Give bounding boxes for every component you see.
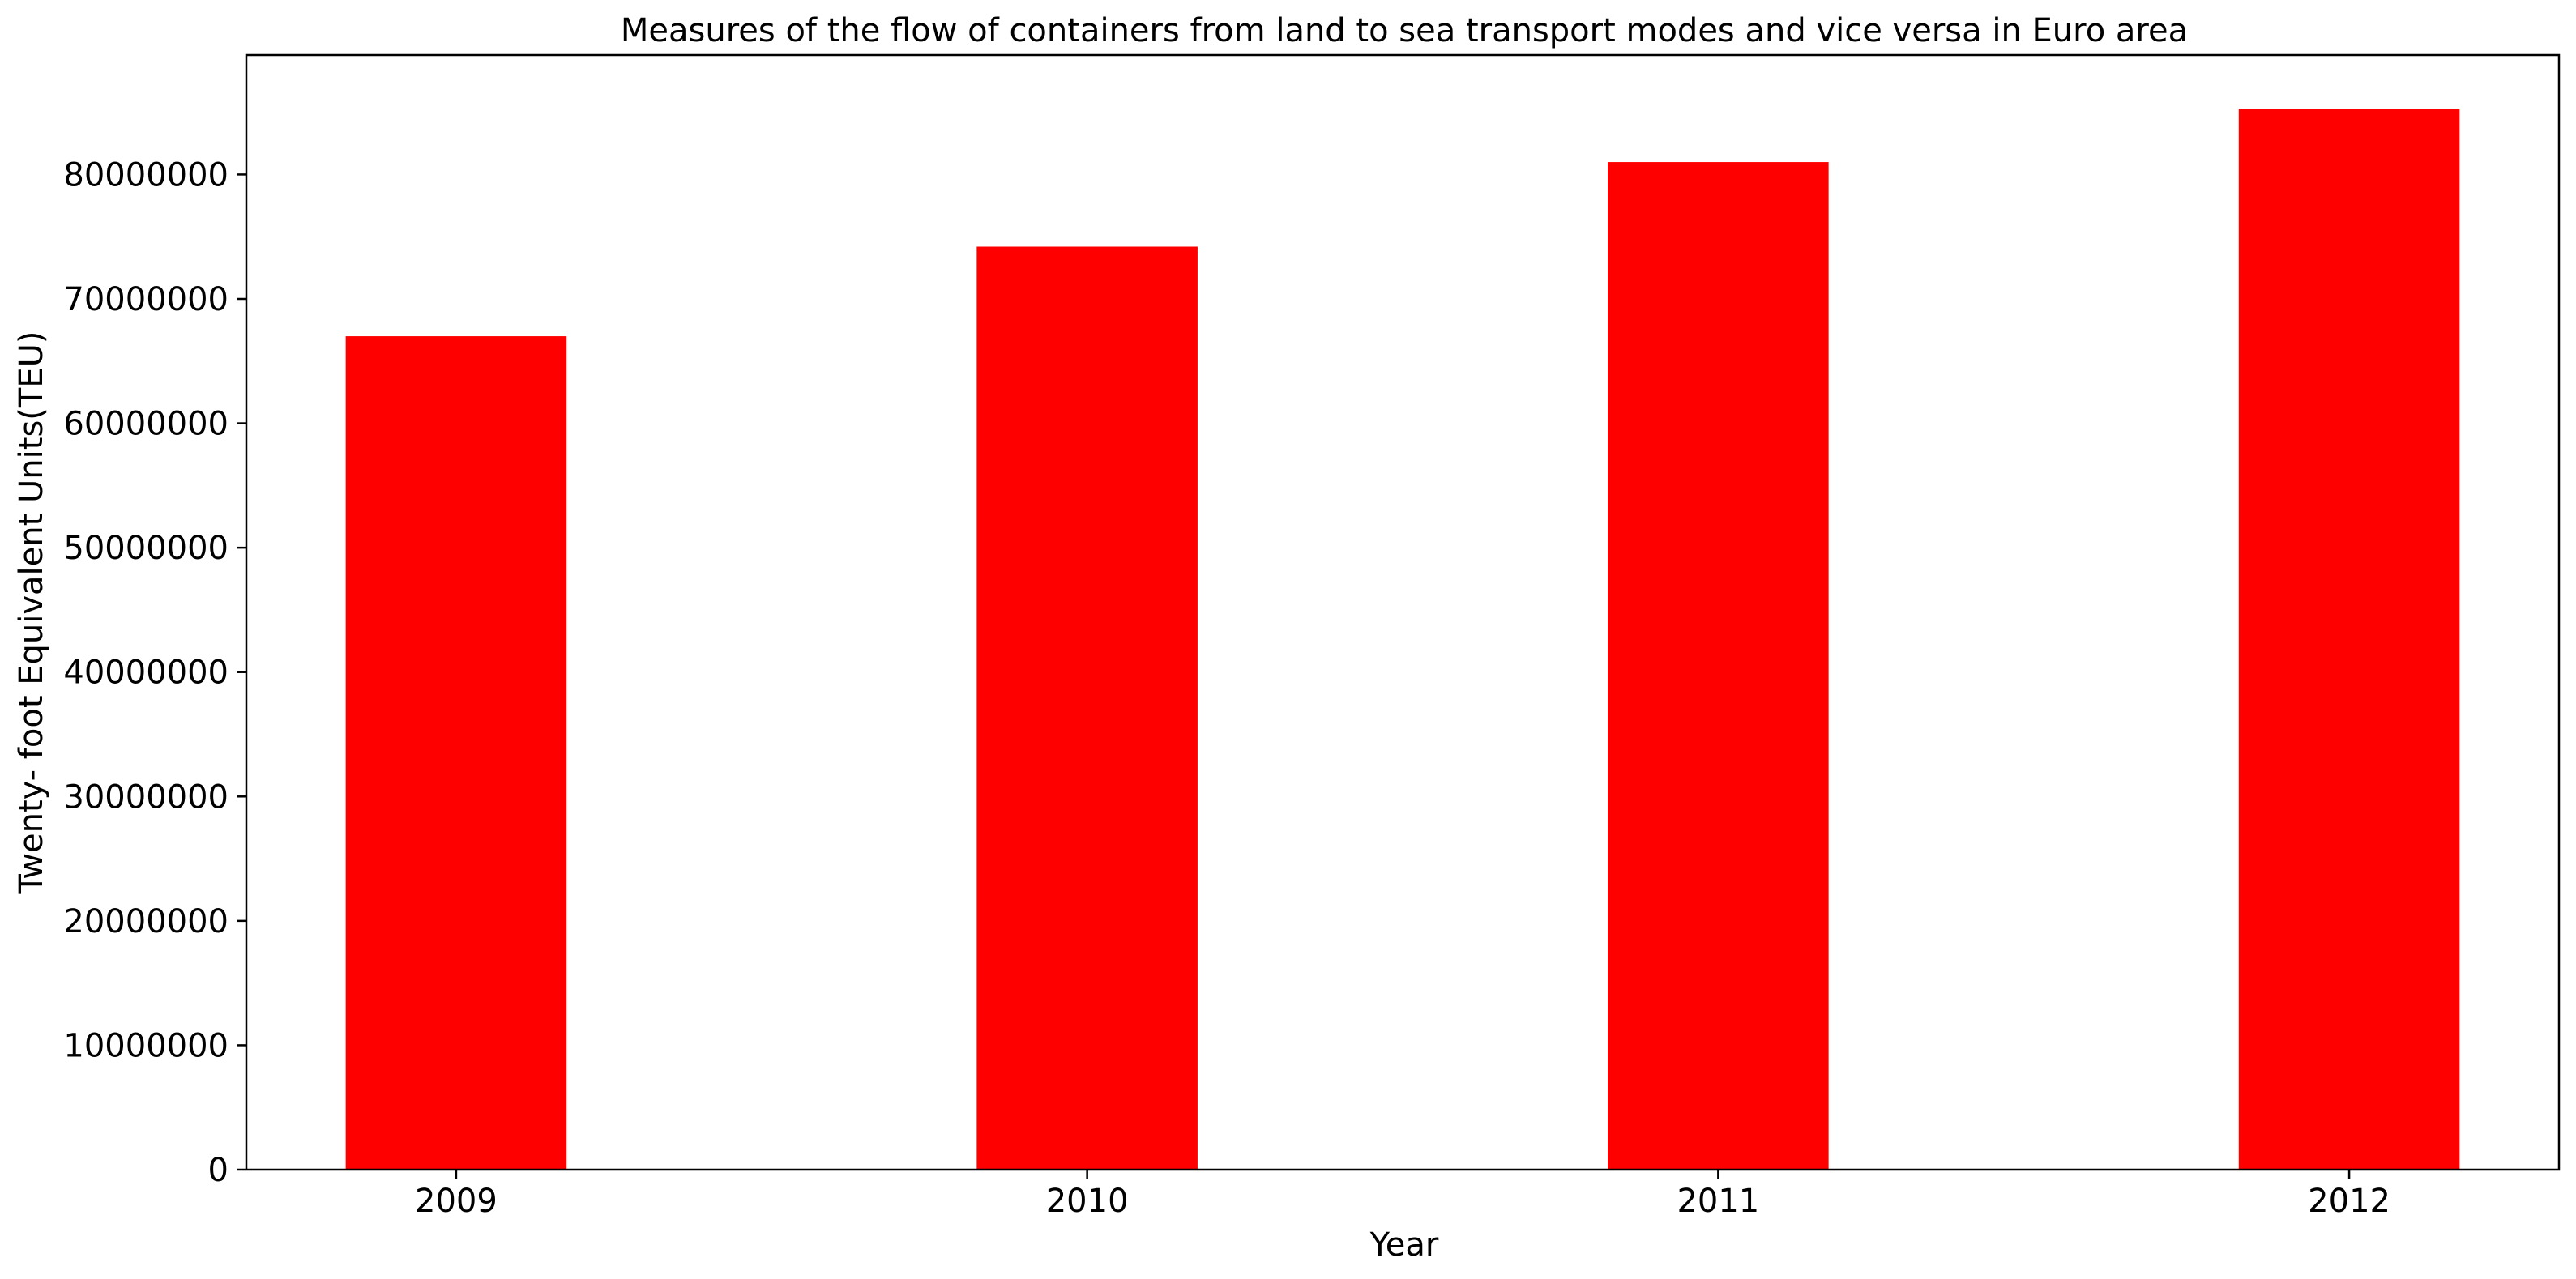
bars <box>345 109 2460 1170</box>
y-tick-label: 50000000 <box>63 530 229 567</box>
y-tick-label: 20000000 <box>63 903 229 940</box>
x-tick-label: 2009 <box>415 1183 498 1220</box>
y-tick-label: 60000000 <box>63 406 229 443</box>
x-tick-label: 2012 <box>2308 1183 2390 1220</box>
bar <box>2238 109 2460 1170</box>
y-axis-label: Twenty- foot Equivalent Units(TEU) <box>13 331 50 895</box>
y-axis-ticks: 0 10000000 20000000 30000000 40000000 5000000… <box>63 156 246 1189</box>
x-tick-label: 2010 <box>1046 1183 1129 1220</box>
y-tick-label: 70000000 <box>63 281 229 318</box>
bar <box>1608 162 1829 1170</box>
y-tick-label: 0 <box>208 1152 229 1189</box>
y-tick-label: 30000000 <box>63 778 229 816</box>
y-tick-label: 80000000 <box>63 156 229 194</box>
plot-frame <box>245 53 2561 1171</box>
bar <box>976 246 1198 1170</box>
x-axis-label: Year <box>1369 1226 1439 1264</box>
x-axis-ticks: 2009 2010 2011 2012 <box>415 1170 2390 1220</box>
chart-title: Measures of the flow of containers from … <box>621 12 2188 49</box>
bar <box>345 336 567 1170</box>
y-tick-label: 10000000 <box>63 1027 229 1064</box>
x-tick-label: 2011 <box>1677 1183 1759 1220</box>
y-tick-label: 40000000 <box>63 654 229 692</box>
